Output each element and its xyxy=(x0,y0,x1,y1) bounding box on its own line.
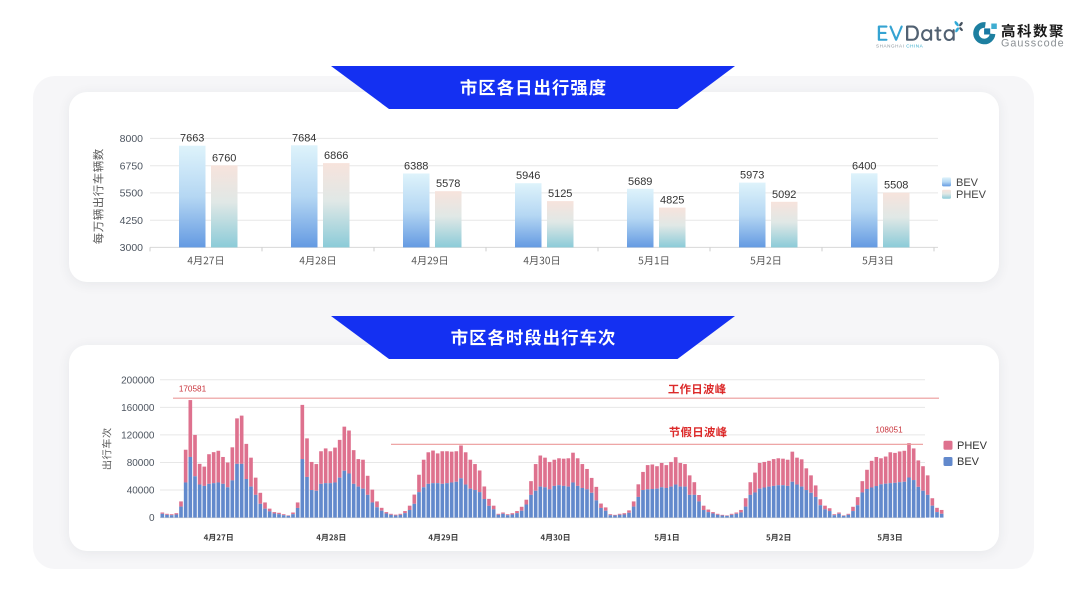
svg-text:6760: 6760 xyxy=(212,152,236,164)
svg-text:BEV: BEV xyxy=(957,456,980,468)
svg-text:BEV: BEV xyxy=(956,177,979,189)
svg-text:6750: 6750 xyxy=(120,160,144,172)
svg-text:200000: 200000 xyxy=(121,375,155,386)
svg-text:170581: 170581 xyxy=(179,385,207,394)
svg-text:5125: 5125 xyxy=(548,188,572,200)
svg-text:SHANGHAI CHINA: SHANGHAI CHINA xyxy=(876,43,924,48)
svg-text:120000: 120000 xyxy=(121,430,155,441)
svg-text:160000: 160000 xyxy=(121,403,155,414)
svg-text:6388: 6388 xyxy=(404,161,428,173)
svg-text:6400: 6400 xyxy=(852,160,876,172)
svg-text:5500: 5500 xyxy=(120,188,144,200)
svg-text:3000: 3000 xyxy=(120,242,144,254)
svg-text:4825: 4825 xyxy=(660,195,684,207)
svg-text:7684: 7684 xyxy=(292,132,316,144)
svg-text:5689: 5689 xyxy=(628,176,652,188)
svg-text:PHEV: PHEV xyxy=(957,440,988,452)
svg-text:80000: 80000 xyxy=(127,458,155,469)
svg-text:40000: 40000 xyxy=(127,486,155,497)
svg-text:5092: 5092 xyxy=(772,189,796,201)
svg-text:6866: 6866 xyxy=(324,150,348,162)
svg-text:5508: 5508 xyxy=(884,180,908,192)
svg-text:7663: 7663 xyxy=(180,133,204,145)
svg-text:4250: 4250 xyxy=(120,215,144,227)
svg-text:8000: 8000 xyxy=(120,133,144,145)
svg-text:5946: 5946 xyxy=(516,170,540,182)
svg-text:108051: 108051 xyxy=(875,426,903,435)
svg-text:0: 0 xyxy=(149,513,155,524)
svg-text:5973: 5973 xyxy=(740,170,764,182)
svg-text:Gausscode: Gausscode xyxy=(1001,38,1065,50)
svg-text:5578: 5578 xyxy=(436,178,460,190)
svg-text:PHEV: PHEV xyxy=(956,189,987,201)
